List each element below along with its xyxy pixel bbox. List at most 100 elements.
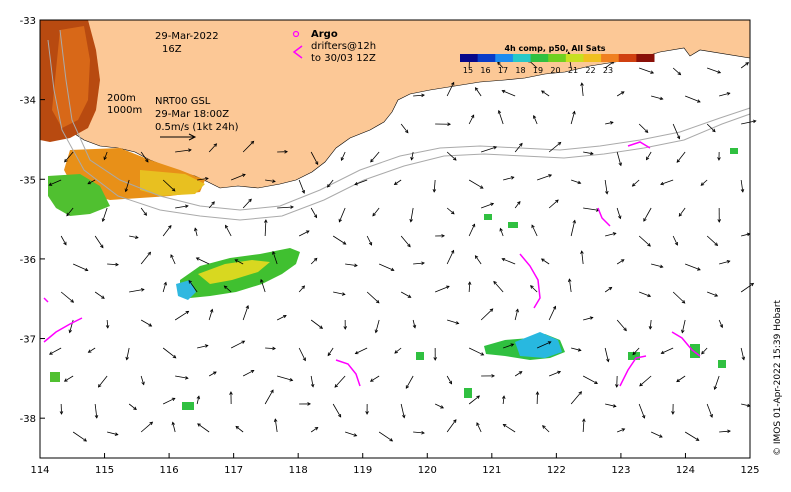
current-arrow bbox=[48, 179, 62, 186]
current-arrow bbox=[140, 207, 147, 216]
current-arrow bbox=[378, 431, 394, 442]
current-arrow bbox=[514, 142, 523, 153]
current-arrow bbox=[740, 347, 746, 361]
current-arrow bbox=[188, 279, 198, 293]
sst-speck bbox=[690, 344, 700, 358]
current-arrow bbox=[345, 431, 358, 437]
colorbar-tick-label: 20 bbox=[550, 66, 560, 75]
current-arrow bbox=[94, 235, 104, 249]
current-arrow bbox=[632, 347, 640, 356]
drifters-date-label: to 30/03 12Z bbox=[311, 53, 376, 64]
current-arrow bbox=[60, 291, 75, 303]
current-arrow bbox=[706, 291, 719, 297]
current-arrow bbox=[242, 140, 255, 153]
current-arrow bbox=[740, 282, 755, 293]
current-arrow bbox=[242, 369, 255, 377]
drifters-label: drifters@12h bbox=[311, 41, 376, 52]
current-arrow bbox=[672, 67, 682, 76]
sst-patch-east-cyan bbox=[515, 332, 562, 358]
sst-speck bbox=[484, 214, 492, 220]
current-arrow bbox=[107, 431, 119, 436]
current-arrow bbox=[540, 258, 550, 265]
x-tick-label: 122 bbox=[547, 465, 566, 476]
current-arrow bbox=[713, 375, 720, 391]
contour-label-200m: 200m bbox=[107, 93, 136, 104]
colorbar-tick-label: 23 bbox=[603, 66, 613, 75]
current-arrow bbox=[327, 347, 334, 357]
x-tick-label: 125 bbox=[740, 465, 759, 476]
current-arrow bbox=[434, 285, 450, 293]
current-arrow bbox=[717, 151, 721, 161]
colorbar-tick-label: 19 bbox=[533, 66, 543, 75]
current-arrow bbox=[366, 291, 380, 304]
current-arrow bbox=[277, 149, 288, 154]
current-arrow bbox=[434, 403, 445, 409]
contour-200m bbox=[59, 29, 751, 211]
colorbar-tick-label: 21 bbox=[568, 66, 578, 75]
current-arrow bbox=[446, 207, 455, 215]
current-arrow bbox=[701, 347, 708, 355]
current-arrow bbox=[208, 308, 214, 321]
sst-speck bbox=[464, 388, 472, 398]
current-arrow bbox=[468, 114, 475, 125]
current-arrow bbox=[605, 121, 614, 125]
sst-speck bbox=[182, 402, 194, 410]
current-arrow bbox=[446, 151, 457, 161]
current-arrow bbox=[540, 90, 550, 97]
current-arrow bbox=[171, 421, 176, 433]
contour-label-1000m: 1000m bbox=[107, 105, 142, 116]
current-arrow bbox=[129, 235, 139, 240]
y-tick-label: -34 bbox=[20, 96, 36, 107]
current-arrow bbox=[537, 174, 553, 181]
current-arrow bbox=[298, 230, 310, 237]
drifter-track bbox=[619, 355, 647, 387]
current-arrow bbox=[681, 319, 686, 334]
sst-patch-south-green bbox=[48, 174, 110, 216]
credit-label: © IMOS 01-Apr-2022 15:39 Hobart bbox=[773, 300, 783, 456]
map-frame bbox=[39, 19, 751, 459]
current-arrow bbox=[310, 207, 318, 219]
current-arrow bbox=[125, 347, 130, 361]
current-arrow bbox=[615, 375, 619, 388]
current-arrow bbox=[60, 235, 67, 246]
current-arrow bbox=[175, 148, 192, 153]
current-arrow bbox=[706, 235, 719, 246]
x-tick-label: 119 bbox=[353, 465, 372, 476]
colorbar-tick-label: 17 bbox=[498, 66, 508, 75]
current-arrow bbox=[476, 422, 482, 433]
x-tick-label: 123 bbox=[611, 465, 630, 476]
current-arrow bbox=[366, 235, 373, 246]
current-arrow bbox=[162, 224, 172, 237]
colorbar-tick-label: 18 bbox=[515, 66, 525, 75]
colorbar-segment bbox=[460, 54, 479, 62]
current-arrow bbox=[310, 427, 319, 433]
current-arrow bbox=[242, 305, 249, 321]
x-tick-label: 124 bbox=[676, 465, 695, 476]
current-arrow bbox=[229, 391, 233, 405]
current-arrow bbox=[570, 391, 582, 405]
current-arrow bbox=[638, 291, 652, 298]
drifter-marker-icon bbox=[292, 45, 303, 59]
current-arrow bbox=[616, 91, 625, 97]
current-arrow bbox=[571, 179, 582, 185]
current-arrow bbox=[548, 141, 562, 153]
current-arrow bbox=[140, 151, 149, 163]
colorbar-segment bbox=[636, 54, 655, 62]
current-arrow bbox=[94, 403, 99, 419]
sst-patch-leeuwin-mid bbox=[52, 26, 90, 128]
current-arrow bbox=[94, 291, 105, 299]
current-arrow bbox=[571, 347, 582, 352]
current-arrow bbox=[604, 179, 609, 195]
scale-arrow bbox=[160, 133, 197, 141]
current-arrow bbox=[195, 257, 210, 265]
current-arrow bbox=[277, 375, 294, 382]
current-arrow bbox=[63, 375, 74, 382]
current-arrow bbox=[140, 319, 153, 327]
current-arrow bbox=[174, 310, 190, 321]
current-arrow bbox=[567, 278, 572, 293]
x-tick-label: 116 bbox=[160, 465, 179, 476]
current-arrow bbox=[413, 430, 425, 435]
current-arrow bbox=[580, 250, 584, 265]
current-arrow bbox=[605, 232, 617, 237]
